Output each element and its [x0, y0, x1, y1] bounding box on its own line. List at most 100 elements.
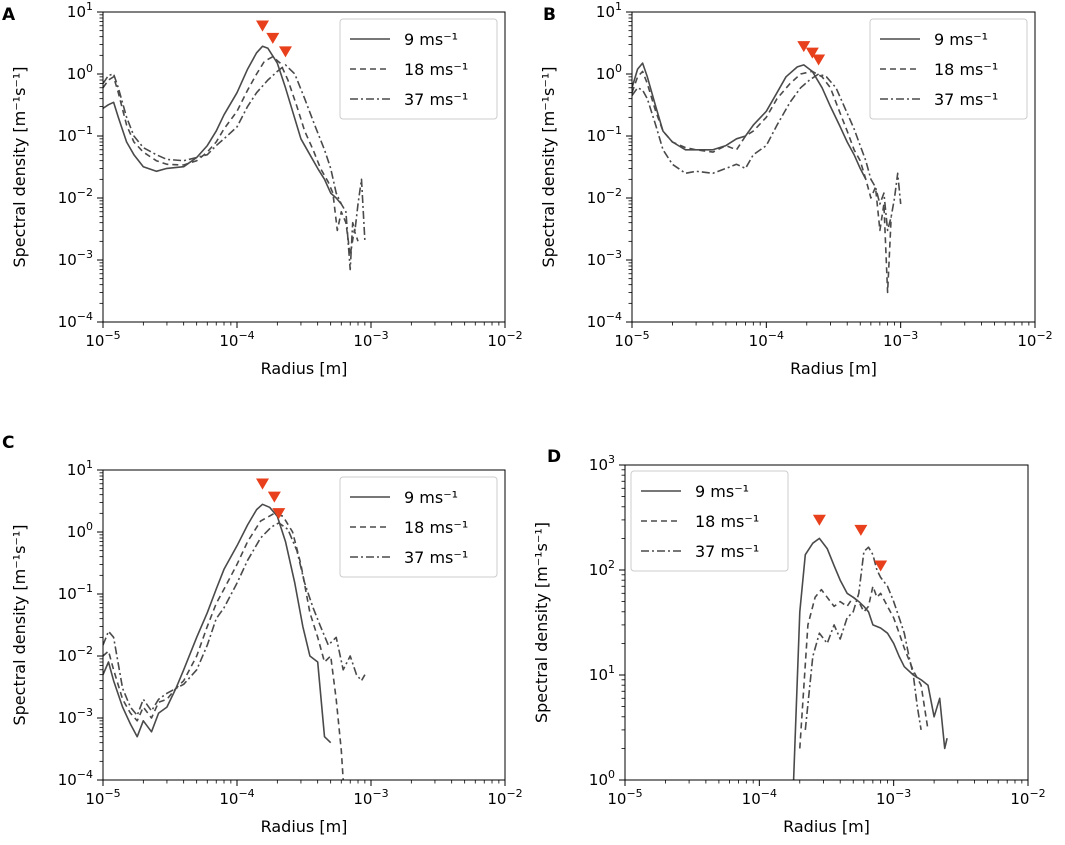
legend-label-1: 9 ms⁻¹	[934, 30, 988, 49]
panel-letter: A	[2, 5, 16, 25]
panel-b: B10−5 10−4 10−3 10−210−410−310−210−1100101R…	[539, 0, 1053, 378]
legend-label-2: 18 ms⁻¹	[695, 512, 759, 531]
x-tick-label: 10−4	[219, 329, 254, 350]
legend-label-1: 9 ms⁻¹	[404, 30, 458, 49]
series-line-1	[103, 503, 332, 744]
peak-marker-2	[266, 32, 280, 44]
x-tick-label: 10−4	[749, 329, 784, 350]
y-tick-label: 101	[589, 663, 615, 684]
x-tick-label: 10−3	[883, 329, 918, 350]
series-line-2	[103, 55, 359, 256]
series-line-1	[103, 45, 342, 205]
x-tick-label: 10−2	[1010, 787, 1045, 808]
y-tick-label: 10−2	[58, 644, 93, 665]
peak-marker-1	[256, 478, 270, 490]
y-tick-label: 10−3	[587, 248, 622, 269]
panel-letter: B	[543, 5, 556, 25]
legend-label-2: 18 ms⁻¹	[404, 60, 468, 79]
y-tick-label: 10−4	[58, 768, 93, 789]
x-tick-label: 10−3	[353, 787, 388, 808]
legend-label-3: 37 ms⁻¹	[404, 548, 468, 567]
legend-box	[630, 470, 789, 572]
y-tick-label: 10−4	[587, 310, 622, 331]
y-tick-label: 10−2	[587, 186, 622, 207]
panel-letter: D	[547, 447, 561, 467]
y-tick-label: 100	[67, 520, 93, 541]
panel-c: C10−5 10−4 10−3 10−210−410−310−210−1100101R…	[2, 433, 523, 836]
peak-marker-1	[797, 41, 811, 53]
panel-a: A10−5 10−4 10−3 10−210−410−310−210−1100101R…	[2, 0, 523, 378]
legend: 9 ms⁻¹ 18 ms⁻¹ 37 ms⁻¹	[339, 18, 498, 120]
plot-frame	[102, 11, 506, 323]
y-axis-title: Spectral density [m⁻¹s⁻¹]	[10, 66, 29, 267]
peak-marker-3	[272, 508, 286, 520]
y-tick-label: 100	[67, 62, 93, 83]
peak-marker-1	[256, 20, 270, 32]
legend: 9 ms⁻¹ 18 ms⁻¹ 37 ms⁻¹	[869, 18, 1028, 120]
legend-box	[869, 18, 1028, 120]
peak-marker-2	[805, 47, 819, 59]
x-tick-label: 10−4	[742, 787, 777, 808]
legend-label-3: 37 ms⁻¹	[934, 90, 998, 109]
y-tick-label: 101	[67, 458, 93, 479]
legend: 9 ms⁻¹ 18 ms⁻¹ 37 ms⁻¹	[630, 470, 789, 572]
panel-d: D 10−5 10−4 10−3 10−2 100 101 102 103 Radius [m] S…	[532, 447, 1046, 836]
legend-label-1: 9 ms⁻¹	[404, 488, 458, 507]
peak-marker-1	[812, 514, 826, 526]
x-tick-label: 10−2	[487, 787, 522, 808]
x-axis-title: Radius [m]	[261, 359, 348, 378]
peak-marker-3	[874, 560, 888, 572]
y-tick-label: 101	[67, 0, 93, 21]
x-axis-title: Radius [m]	[261, 817, 348, 836]
x-tick-label: 10−3	[876, 787, 911, 808]
series-line-3	[632, 73, 902, 232]
y-axis-title: Spectral density [m⁻¹s⁻¹]	[539, 66, 558, 267]
y-tick-label: 103	[589, 453, 615, 474]
series-line-3	[103, 64, 366, 271]
x-tick-label: 10−3	[353, 329, 388, 350]
plot-frame	[102, 469, 506, 781]
y-tick-label: 10−3	[58, 248, 93, 269]
legend-label-3: 37 ms⁻¹	[404, 90, 468, 109]
legend-box	[339, 476, 498, 578]
y-tick-label: 10−1	[587, 124, 622, 145]
y-tick-label: 102	[589, 558, 615, 579]
x-tick-label: 10−2	[1017, 329, 1052, 350]
x-tick-label: 10−5	[614, 329, 649, 350]
x-tick-label: 10−2	[487, 329, 522, 350]
peak-marker-3	[812, 54, 826, 66]
y-tick-label: 10−3	[58, 706, 93, 727]
series-line-2	[799, 585, 929, 749]
y-tick-label: 100	[596, 62, 622, 83]
x-axis-title: Radius [m]	[783, 817, 870, 836]
x-tick-label: 10−5	[85, 329, 120, 350]
legend-label-1: 9 ms⁻¹	[695, 482, 749, 501]
legend-label-3: 37 ms⁻¹	[695, 542, 759, 561]
legend-label-2: 18 ms⁻¹	[934, 60, 998, 79]
x-tick-label: 10−5	[85, 787, 120, 808]
series-line-3	[804, 546, 922, 731]
x-axis-title: Radius [m]	[790, 359, 877, 378]
y-tick-label: 101	[596, 0, 622, 21]
series-line-1	[792, 537, 948, 780]
plot-frame	[624, 464, 1029, 781]
y-axis-title: Spectral density [m⁻¹s⁻¹]	[10, 524, 29, 725]
panel-letter: C	[2, 433, 14, 453]
y-axis-title: Spectral density [m⁻¹s⁻¹]	[532, 522, 551, 723]
y-tick-label: 10−4	[58, 310, 93, 331]
peak-marker-3	[278, 46, 292, 58]
series-line-1	[632, 62, 867, 180]
y-tick-label: 10−1	[58, 582, 93, 603]
legend-box	[339, 18, 498, 120]
legend-label-2: 18 ms⁻¹	[404, 518, 468, 537]
peak-marker-2	[854, 524, 868, 536]
series-line-3	[103, 522, 366, 717]
x-tick-label: 10−4	[219, 787, 254, 808]
series-line-2	[632, 70, 892, 294]
plot-frame	[631, 11, 1036, 323]
legend: 9 ms⁻¹ 18 ms⁻¹ 37 ms⁻¹	[339, 476, 498, 578]
series-line-2	[103, 512, 344, 780]
y-tick-label: 100	[589, 768, 615, 789]
peak-marker-2	[267, 491, 281, 503]
